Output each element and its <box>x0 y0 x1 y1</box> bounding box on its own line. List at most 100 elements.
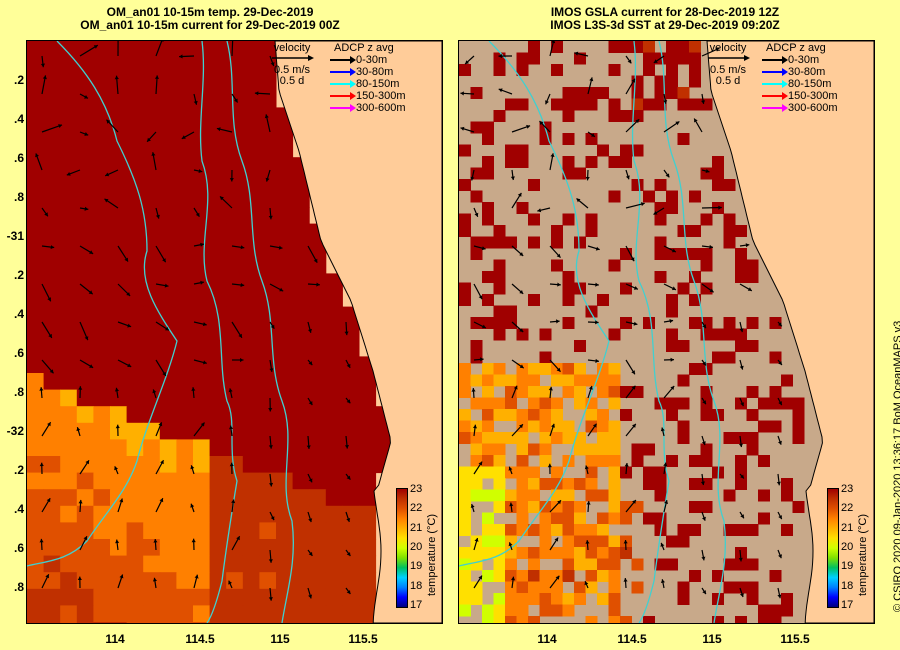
temperature-cell <box>76 339 94 357</box>
temperature-cell <box>193 339 211 357</box>
sst-cell <box>608 535 621 548</box>
temperature-cell <box>259 140 277 158</box>
sst-cell <box>666 52 678 65</box>
current-vector-head <box>228 388 233 393</box>
current-vector-head <box>702 324 706 329</box>
temperature-cell <box>143 489 161 507</box>
sst-cell <box>539 351 552 364</box>
sst-cell <box>539 443 552 456</box>
temperature-cell <box>226 256 244 274</box>
temperature-cell <box>176 74 194 92</box>
sst-cell <box>723 213 736 226</box>
temperature-cell <box>242 57 260 75</box>
temperature-cell <box>76 522 94 540</box>
current-vector-head <box>585 540 590 544</box>
temperature-cell <box>209 290 227 308</box>
current-vector-head <box>158 422 163 427</box>
temperature-cell <box>259 605 277 623</box>
sst-cell <box>666 328 678 341</box>
current-vector-head <box>115 424 120 429</box>
temperature-cell <box>292 439 310 457</box>
temperature-cell <box>226 505 244 523</box>
temperature-cell <box>292 539 310 557</box>
sst-cell <box>654 271 667 283</box>
temperature-cell <box>359 472 377 490</box>
sst-cell <box>666 87 678 99</box>
temperature-cell <box>93 240 111 258</box>
sst-cell <box>482 524 494 536</box>
sst-cell <box>723 236 736 249</box>
current-vector-head <box>740 474 744 479</box>
current-vector-head <box>229 425 234 430</box>
sst-cell <box>723 351 736 364</box>
sst-cell <box>551 432 563 444</box>
current-vector-head <box>155 214 160 219</box>
temperature-cell <box>76 323 94 341</box>
sst-cell <box>758 420 770 433</box>
current-vector-head <box>115 539 120 544</box>
sst-cell <box>620 547 632 559</box>
sst-cell <box>608 558 621 571</box>
sst-cell <box>781 604 793 617</box>
adcp-item-right-0: 0-30m <box>762 54 838 66</box>
temperature-cell <box>325 505 343 523</box>
current-vector-head <box>83 536 88 541</box>
isobath-line <box>226 41 295 623</box>
adcp-label-4: 300-600m <box>356 102 406 114</box>
temperature-cell <box>193 555 211 573</box>
velocity-title-right: velocity <box>709 42 747 54</box>
sst-cell <box>482 202 494 214</box>
adcp-label-2: 80-150m <box>356 78 400 90</box>
current-vector-head <box>153 539 158 543</box>
latitude-tick: .2 <box>13 73 24 87</box>
sst-cell <box>459 547 471 559</box>
sst-cell <box>493 478 506 490</box>
sst-cell <box>562 271 575 283</box>
sst-cell <box>562 570 575 582</box>
sst-cell <box>459 213 471 226</box>
sst-cell <box>574 524 586 536</box>
sst-cell <box>792 501 805 513</box>
temperature-cell <box>60 323 78 341</box>
temperature-cell <box>43 173 61 191</box>
temperature-cell <box>342 572 360 590</box>
sst-cell <box>712 156 724 168</box>
temperature-cell <box>359 505 377 523</box>
sst-cell <box>597 386 609 398</box>
temperature-cell <box>325 422 343 440</box>
sst-cell <box>689 98 701 111</box>
sst-cell <box>505 156 517 168</box>
sst-cell <box>539 524 552 536</box>
sst-cell <box>470 581 483 594</box>
temperature-cell <box>242 306 260 324</box>
sst-cell <box>723 558 736 571</box>
sst-cell <box>539 328 552 341</box>
temperature-cell <box>43 107 61 125</box>
sst-cell <box>608 547 621 559</box>
current-vector-head <box>694 118 698 123</box>
temperature-cell <box>259 240 277 258</box>
temperature-cell <box>143 173 161 191</box>
sst-cell <box>562 213 575 226</box>
sst-cell <box>585 409 598 421</box>
temperature-cell <box>76 373 94 391</box>
temperature-cell <box>143 555 161 573</box>
sst-cell <box>516 455 529 467</box>
current-vector-head <box>740 514 744 519</box>
temperature-cell <box>60 140 78 158</box>
temperature-cell <box>193 356 211 374</box>
temperature-cell <box>76 622 94 623</box>
temperature-cell <box>76 389 94 407</box>
temperature-cell <box>292 373 310 391</box>
sst-cell <box>551 420 563 433</box>
temperature-cell <box>276 157 294 175</box>
temperature-cell <box>176 406 194 424</box>
current-vector-head <box>89 364 94 368</box>
temperature-cell <box>176 107 194 125</box>
temperature-cell <box>126 472 144 490</box>
temperature-cell <box>43 389 61 407</box>
temperature-cell <box>209 190 227 208</box>
sst-cell <box>689 248 701 260</box>
temperature-cell <box>60 406 78 424</box>
current-vector-head <box>519 252 524 256</box>
